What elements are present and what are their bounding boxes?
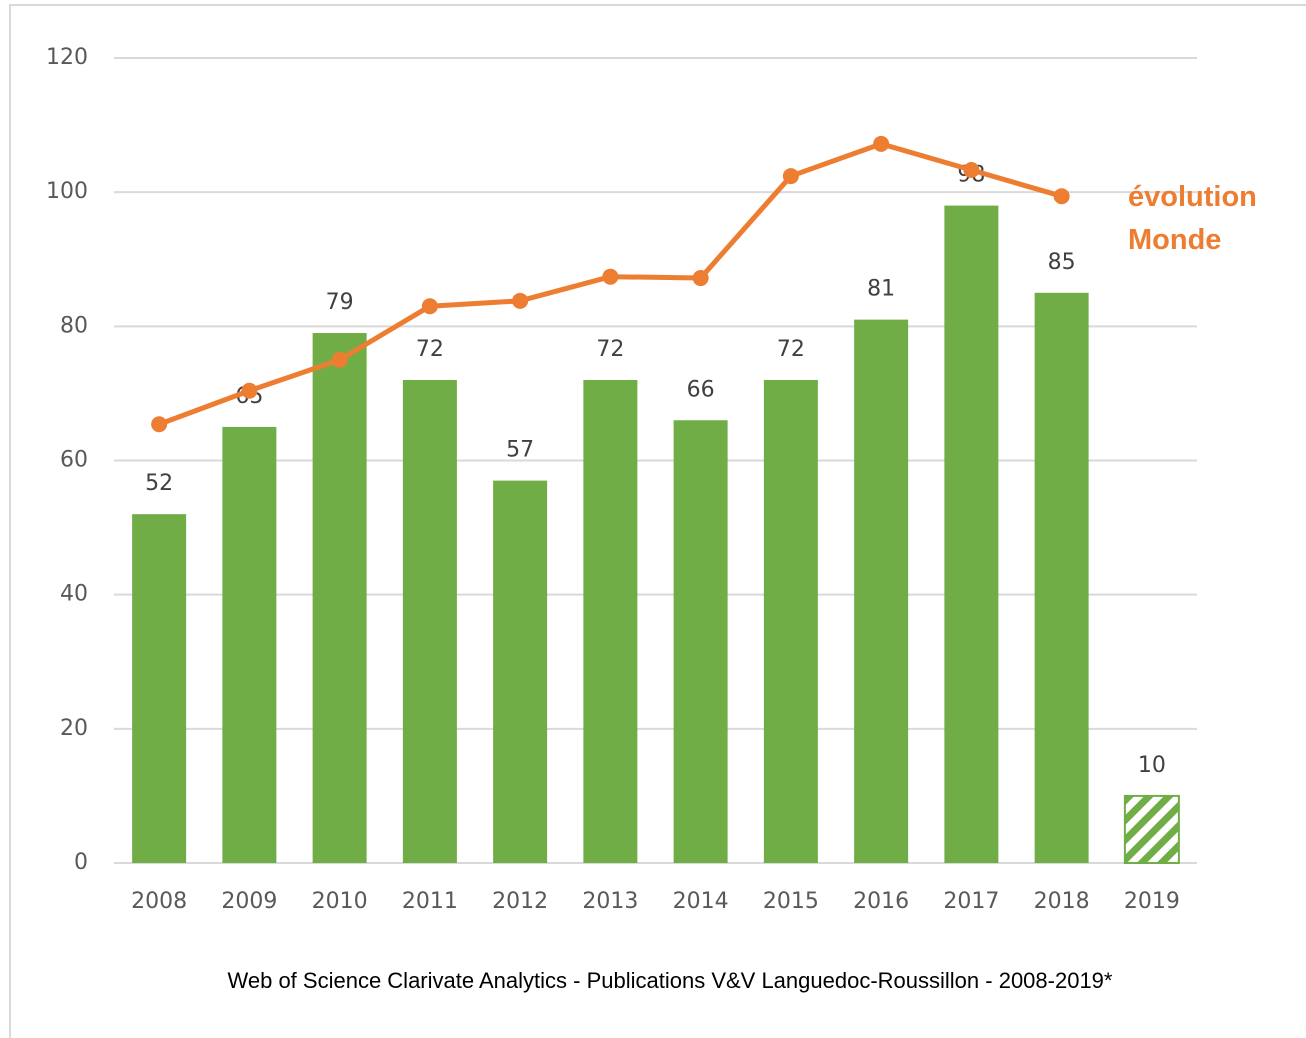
x-tick-label: 2010	[312, 889, 368, 914]
bar	[854, 319, 909, 863]
y-tick-label: 80	[60, 313, 88, 338]
bar	[763, 380, 818, 863]
bar	[222, 426, 277, 863]
bar	[493, 480, 548, 863]
bar	[1034, 292, 1089, 864]
line-marker	[151, 416, 168, 433]
line-marker	[421, 298, 438, 315]
data-label: 81	[867, 277, 895, 302]
bar	[1123, 794, 1180, 865]
data-label: 57	[506, 438, 534, 463]
line-label: évolution Monde	[1128, 181, 1257, 256]
y-tick-label: 100	[46, 179, 88, 204]
line-marker	[602, 268, 619, 285]
line-marker	[512, 292, 529, 309]
bar	[132, 514, 187, 863]
x-tick-label: 2011	[402, 889, 458, 914]
data-label: 85	[1048, 250, 1076, 275]
x-tick-label: 2014	[673, 889, 729, 914]
y-tick-label: 40	[60, 582, 88, 607]
bar	[673, 420, 728, 863]
x-tick-label: 2016	[853, 889, 909, 914]
bar	[402, 380, 457, 863]
frame	[9, 4, 1306, 1038]
x-tick-label: 2013	[582, 889, 638, 914]
x-tick-label: 2017	[943, 889, 999, 914]
data-label: 72	[777, 337, 805, 362]
y-tick-label: 20	[60, 716, 88, 741]
x-tick-label: 2015	[763, 889, 819, 914]
data-label: 52	[145, 471, 173, 496]
x-tick-label: 2008	[131, 889, 187, 914]
line-marker	[873, 135, 890, 152]
line-marker	[692, 270, 709, 287]
bar	[944, 205, 999, 864]
x-tick-label: 2012	[492, 889, 548, 914]
data-label: 10	[1138, 753, 1166, 778]
line-marker	[331, 351, 348, 368]
line-marker	[782, 168, 799, 185]
bar	[583, 380, 638, 863]
line-marker	[1053, 188, 1070, 205]
x-tick-label: 2009	[221, 889, 277, 914]
caption: Web of Science Clarivate Analytics - Pub…	[228, 968, 1113, 993]
y-tick-label: 120	[46, 45, 88, 70]
data-label: 66	[687, 377, 715, 402]
data-label: 72	[416, 337, 444, 362]
x-tick-label: 2018	[1034, 889, 1090, 914]
bar	[312, 333, 367, 864]
data-label: 79	[326, 290, 354, 315]
line-marker	[241, 382, 258, 399]
x-tick-label: 2019	[1124, 889, 1180, 914]
y-tick-label: 60	[60, 448, 88, 473]
data-label: 72	[596, 337, 624, 362]
line-marker	[963, 162, 980, 179]
y-tick-label: 0	[74, 850, 88, 875]
